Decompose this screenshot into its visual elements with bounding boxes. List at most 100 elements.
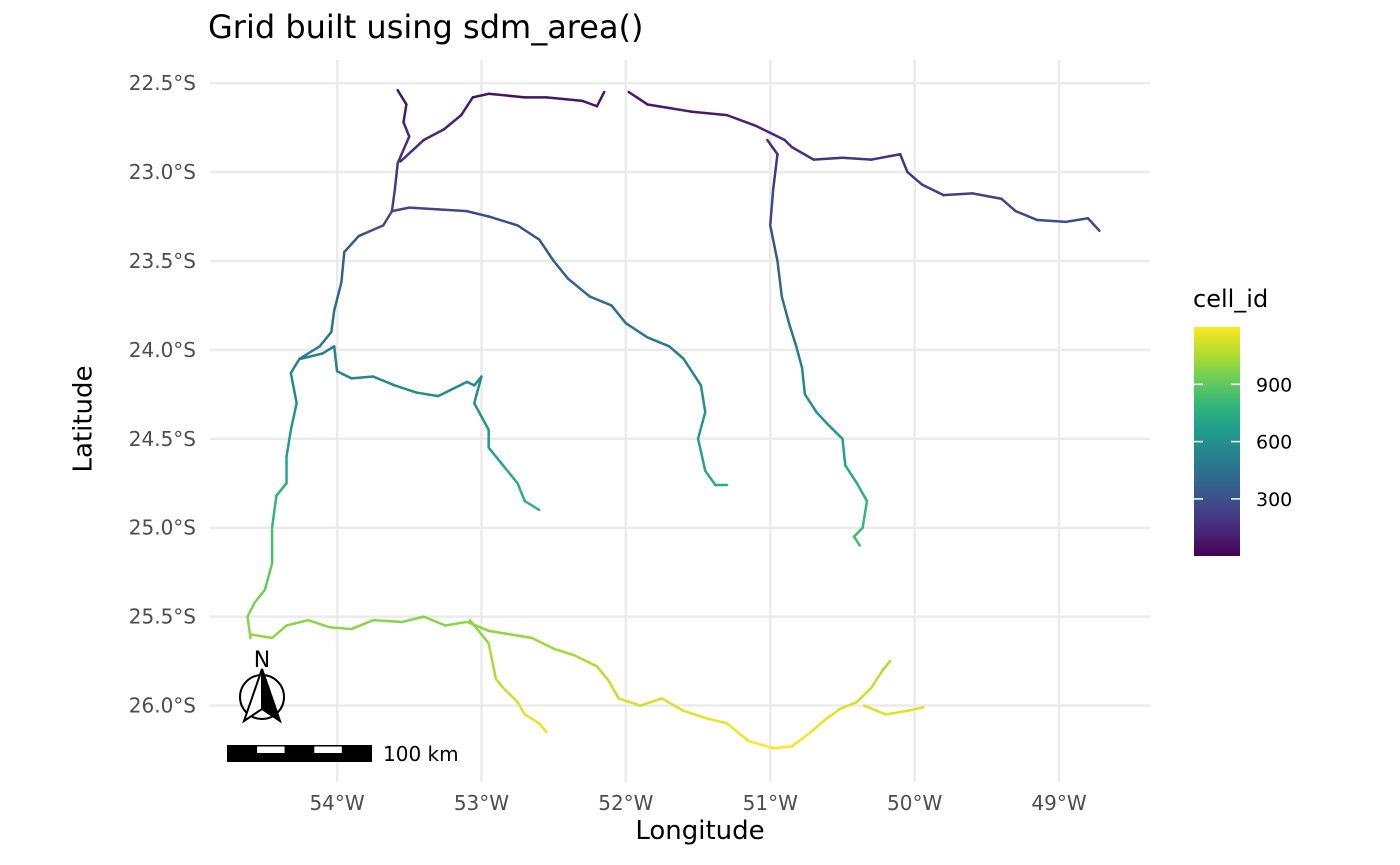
river-segment <box>285 428 293 458</box>
river-segment <box>523 713 541 725</box>
river-segment <box>783 138 794 149</box>
river-segment <box>442 113 463 131</box>
river-segment <box>350 618 375 631</box>
river-segment <box>667 106 693 113</box>
river-segment <box>399 138 425 163</box>
river-segment <box>545 96 584 103</box>
scale-bar-segment <box>313 745 343 754</box>
river-segment <box>725 113 758 128</box>
x-tick-label: 52°W <box>598 791 653 815</box>
river-segment <box>471 92 490 99</box>
river-segment <box>588 295 613 307</box>
x-tick-label: 49°W <box>1031 791 1086 815</box>
river-segment <box>396 135 411 165</box>
scale-bar-segment <box>256 753 286 761</box>
river-segment <box>942 192 974 197</box>
legend-tick-label: 300 <box>1256 489 1292 511</box>
river-segment <box>516 700 527 716</box>
river-segment <box>617 697 642 707</box>
river-segment <box>861 499 869 529</box>
y-tick-label: 22.5°S <box>129 71 196 95</box>
river-segment <box>253 588 267 604</box>
river-segment <box>465 620 490 633</box>
river-segment <box>501 686 519 704</box>
river-segment <box>704 469 717 487</box>
river-segment <box>794 345 804 369</box>
legend-tick-label: 600 <box>1256 432 1292 454</box>
scale-bar-segment <box>227 745 258 762</box>
river-segment <box>624 321 649 339</box>
y-tick-label: 24.0°S <box>129 338 196 362</box>
river-segment <box>472 375 483 405</box>
scale-bar-label: 100 km <box>383 742 459 766</box>
river-segment <box>285 618 310 627</box>
river-segment <box>595 665 610 682</box>
river-segment <box>595 90 606 108</box>
river-segment <box>396 88 408 106</box>
x-tick-label: 50°W <box>887 791 942 815</box>
river-segment <box>270 494 278 529</box>
river-segment <box>1065 217 1090 224</box>
river-segment <box>390 188 397 213</box>
river-segment <box>787 321 798 348</box>
river-segment <box>790 730 812 748</box>
river-segment <box>321 345 336 355</box>
river-segment <box>289 401 298 432</box>
river-segment <box>844 464 859 485</box>
legend-title: cell_id <box>1193 285 1269 313</box>
river-segment <box>371 375 397 387</box>
y-tick-label: 24.5°S <box>129 427 196 451</box>
y-tick-label: 26.0°S <box>129 694 196 718</box>
river-segment <box>768 131 786 142</box>
river-segment <box>581 99 599 108</box>
river-segment <box>646 103 671 110</box>
river-segment <box>459 96 475 117</box>
river-segment <box>898 153 909 174</box>
river-segment <box>436 387 454 398</box>
legend-tick-label: 900 <box>1256 374 1292 396</box>
river-segment <box>812 156 844 161</box>
river-segment <box>800 366 807 396</box>
north-arrow-label: N <box>254 648 270 673</box>
river-segment <box>393 384 418 394</box>
river-segment <box>696 410 707 441</box>
river-segment <box>768 188 775 227</box>
y-tick-label: 25.5°S <box>129 605 196 629</box>
river-segment <box>390 206 411 213</box>
river-segment <box>289 357 301 375</box>
grid-lines <box>210 60 1150 782</box>
river-segment <box>289 371 298 405</box>
river-segment <box>776 259 784 298</box>
river-segment <box>552 259 570 280</box>
river-segment <box>771 745 794 750</box>
river-segment <box>472 401 490 432</box>
river-segment <box>747 739 775 750</box>
river-segment <box>371 618 404 624</box>
river-segment <box>275 481 288 497</box>
river-segment <box>699 384 707 414</box>
river-segment <box>855 686 873 704</box>
river-segment <box>809 718 827 734</box>
river-segment <box>400 615 425 624</box>
river-segment <box>465 380 476 387</box>
river-segment <box>494 677 505 689</box>
river-segment <box>451 380 469 391</box>
river-segment <box>487 446 505 467</box>
river-segment <box>415 391 440 398</box>
river-segment <box>884 709 909 716</box>
river-segment <box>574 654 599 668</box>
river-segment <box>610 304 628 325</box>
river-segment <box>537 238 555 263</box>
river-segment <box>516 481 527 503</box>
river-segment <box>436 208 469 213</box>
scale-bar-segment <box>341 745 372 762</box>
river-segment <box>1000 197 1017 213</box>
river-segment <box>335 369 353 380</box>
river-segment <box>906 706 925 713</box>
river-segment <box>487 92 527 99</box>
river-segment <box>465 209 490 218</box>
river-segment <box>270 624 288 640</box>
river-segment <box>838 700 859 711</box>
river-segment <box>660 697 685 713</box>
river-segment <box>382 209 394 227</box>
